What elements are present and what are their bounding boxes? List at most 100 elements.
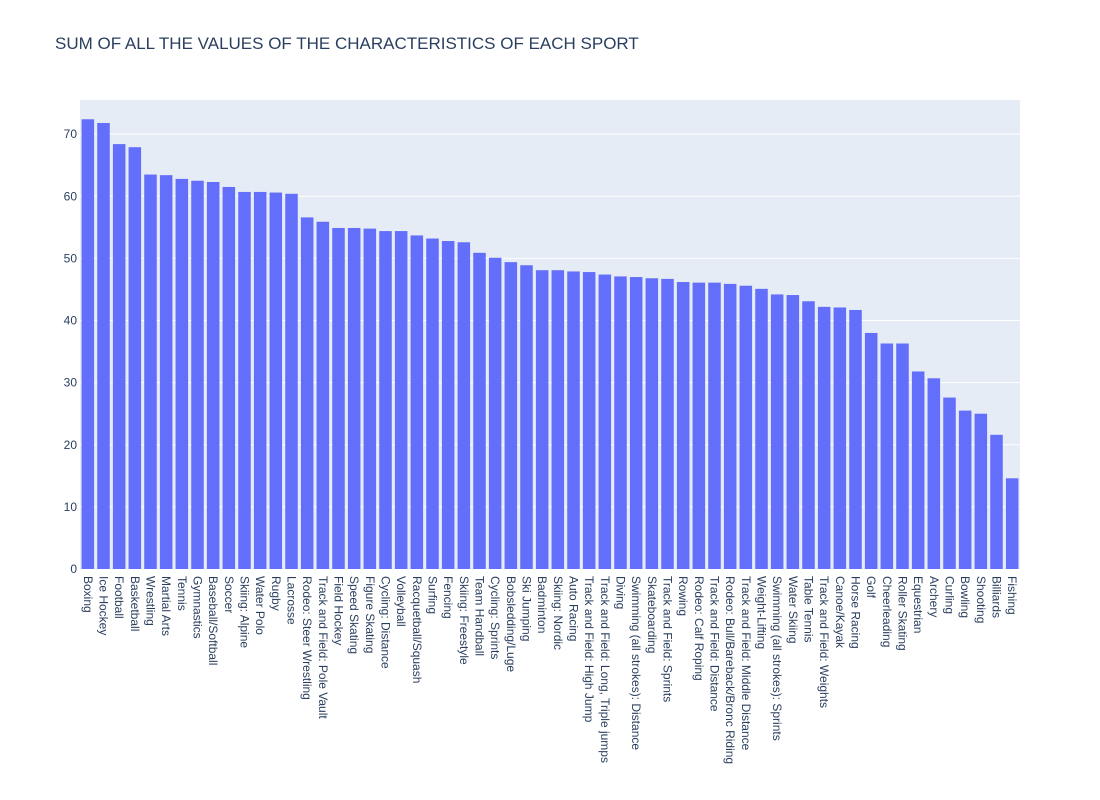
bar[interactable] <box>191 180 204 569</box>
bar[interactable] <box>802 301 815 569</box>
bar[interactable] <box>316 221 330 569</box>
bar[interactable] <box>535 270 549 569</box>
bar[interactable] <box>833 307 847 569</box>
x-tick-label: Lacrosse <box>285 576 299 625</box>
y-axis-ticks: 0 10 20 30 40 50 60 70 <box>64 127 78 576</box>
bar[interactable] <box>426 238 439 570</box>
bar[interactable] <box>911 371 925 569</box>
y-tick-label: 0 <box>70 562 77 576</box>
x-tick-label: Track and Field: Middle Distance <box>739 576 753 751</box>
bar[interactable] <box>614 276 627 569</box>
x-tick-label: Equestrian <box>911 576 925 633</box>
bar[interactable] <box>990 434 1003 569</box>
bar[interactable] <box>880 343 894 569</box>
x-tick-label: Curling <box>943 576 957 614</box>
bar[interactable] <box>723 283 737 569</box>
bar[interactable] <box>112 144 126 570</box>
x-tick-label: Team Handball <box>473 576 487 656</box>
bar[interactable] <box>285 193 298 570</box>
bar[interactable] <box>473 252 486 570</box>
x-tick-label: Surfing <box>426 576 440 614</box>
bar[interactable] <box>300 217 314 569</box>
bar[interactable] <box>817 306 831 569</box>
x-tick-label: Golf <box>864 576 878 599</box>
bar[interactable] <box>175 178 189 569</box>
bar[interactable] <box>661 278 674 569</box>
bar[interactable] <box>692 282 706 569</box>
y-tick-label: 70 <box>64 127 78 141</box>
bar[interactable] <box>567 271 580 569</box>
bar[interactable] <box>457 242 471 569</box>
bars <box>81 119 1019 570</box>
bar[interactable] <box>676 282 690 569</box>
bar[interactable] <box>363 228 377 569</box>
x-tick-label: Figure Skating <box>363 576 377 653</box>
bar[interactable] <box>896 343 909 569</box>
x-tick-label: Skateboarding <box>645 576 659 653</box>
bar[interactable] <box>238 191 251 570</box>
bar[interactable] <box>394 231 408 569</box>
bar[interactable] <box>128 147 142 569</box>
bar[interactable] <box>755 288 768 569</box>
bar[interactable] <box>520 265 533 569</box>
bar[interactable] <box>206 181 220 569</box>
bar[interactable] <box>488 257 502 569</box>
bar[interactable] <box>97 122 110 570</box>
x-tick-label: Volleyball <box>394 576 408 627</box>
x-tick-label: Skiing: Nordic <box>551 576 565 650</box>
bar[interactable] <box>598 274 612 569</box>
x-tick-label: Track and Field: Distance <box>708 576 722 712</box>
bar[interactable] <box>441 241 455 569</box>
plot-area <box>80 100 1020 569</box>
bar[interactable] <box>81 119 95 569</box>
bar[interactable] <box>347 227 361 569</box>
x-axis-ticks: Boxing Ice Hockey Football Basketball Wrestl… <box>81 576 1019 764</box>
x-tick-label: Wrestling <box>144 576 158 626</box>
bar[interactable] <box>379 231 392 569</box>
x-tick-label: Field Hockey <box>332 576 346 645</box>
bar[interactable] <box>222 186 236 569</box>
x-tick-label: Track and Field: Long, Triple jumps <box>598 576 612 763</box>
bar[interactable] <box>144 174 157 570</box>
x-tick-label: Roller Skating <box>896 576 910 651</box>
bar[interactable] <box>974 413 988 569</box>
bar[interactable] <box>864 332 878 569</box>
x-tick-label: Rowing <box>676 576 690 616</box>
x-tick-label: Rodeo: Bull/Bareback/Bronc Riding <box>723 576 737 764</box>
bar[interactable] <box>1005 478 1019 569</box>
x-tick-label: Horse Racing <box>849 576 863 649</box>
bar[interactable] <box>645 278 659 569</box>
x-tick-label: Soccer <box>222 576 236 613</box>
chart-title: SUM OF ALL THE VALUES OF THE CHARACTERIS… <box>55 34 639 53</box>
bar[interactable] <box>943 397 956 569</box>
x-tick-label: Canoe/Kayak <box>833 576 847 649</box>
bar[interactable] <box>770 294 784 569</box>
x-tick-label: Cycling: Distance <box>379 576 393 669</box>
x-tick-label: Weight-Lifting <box>755 576 769 649</box>
x-tick-label: Ice Hockey <box>97 576 111 635</box>
bar[interactable] <box>332 227 345 569</box>
bar[interactable] <box>504 262 518 569</box>
x-tick-label: Swimming (all strokes): Sprints <box>770 576 784 741</box>
bar[interactable] <box>786 295 800 569</box>
bar[interactable] <box>159 175 173 569</box>
x-tick-label: Water Skiing <box>786 576 800 644</box>
bar[interactable] <box>253 191 267 570</box>
x-tick-label: Bobsledding/Luge <box>504 576 518 672</box>
bar[interactable] <box>708 282 721 569</box>
x-tick-label: Billiards <box>990 576 1004 618</box>
bar[interactable] <box>629 277 643 569</box>
x-tick-label: Swimming (all strokes): Distance <box>629 576 643 750</box>
bar[interactable] <box>849 309 862 569</box>
bar[interactable] <box>410 235 424 569</box>
bar[interactable] <box>551 270 565 569</box>
bar[interactable] <box>958 410 972 569</box>
x-tick-label: Fencing <box>441 576 455 619</box>
bar[interactable] <box>269 192 283 569</box>
x-tick-label: Water Polo <box>253 576 267 635</box>
bar[interactable] <box>739 285 753 569</box>
bar[interactable] <box>582 272 596 569</box>
x-tick-label: Cycling: Sprints <box>488 576 502 659</box>
bar[interactable] <box>927 378 941 569</box>
x-tick-label: Badminton <box>535 576 549 633</box>
